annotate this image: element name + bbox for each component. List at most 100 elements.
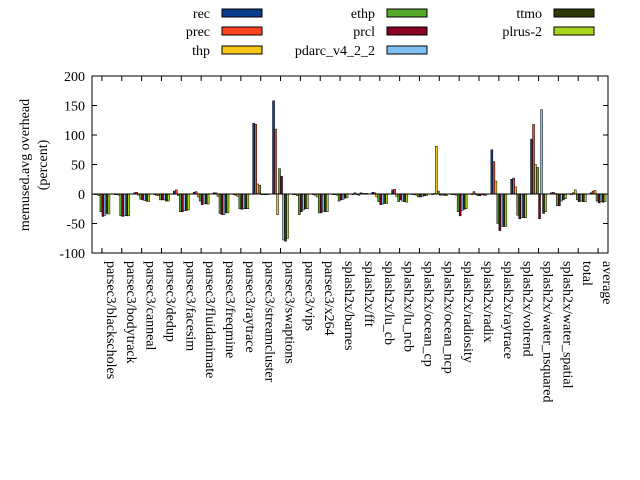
bar-prec-splash2x/volrend xyxy=(512,177,515,195)
x-tick-label: parsec3/vips xyxy=(301,261,316,331)
x-tick-label: parsec3/blackscholes xyxy=(103,261,118,379)
bar-prcl-parsec3/blackscholes xyxy=(101,193,105,217)
bar-rec-parsec3/swaptions xyxy=(272,100,275,195)
bar-pdarc_v4_2_2-parsec3/swaptions xyxy=(282,193,285,241)
x-tick-label: splash2x/lu_ncb xyxy=(401,261,416,352)
bar-thp-splash2x/raytrace xyxy=(494,180,498,195)
bar-ttmo-parsec3/x264 xyxy=(323,193,327,212)
bar-plrus-2-parsec3/canneal xyxy=(147,193,150,202)
x-tick-label: parsec3/freqmine xyxy=(222,261,237,358)
bar-prcl-parsec3/facesim xyxy=(181,193,184,212)
legend-swatch-plrus-2 xyxy=(553,26,595,36)
bar-pdarc_v4_2_2-total xyxy=(579,193,583,202)
legend-swatch-prcl xyxy=(386,26,428,36)
bar-pdarc_v4_2_2-parsec3/dedup xyxy=(163,193,166,201)
bar-pdarc_v4_2_2-parsec3/canneal xyxy=(143,193,146,201)
bar-thp-parsec3/swaptions xyxy=(276,193,279,215)
y-tick-label: -50 xyxy=(66,218,85,233)
bar-pdarc_v4_2_2-parsec3/freqmine xyxy=(222,193,226,215)
bar-pdarc_v4_2_2-splash2x/radiosity xyxy=(460,193,464,211)
bar-ethp-average xyxy=(595,193,599,202)
bar-pdarc_v4_2_2-splash2x/water_nsquared xyxy=(540,109,543,195)
y-axis-label-line1: memused.avg overhead xyxy=(18,99,33,231)
x-tick-label: splash2x/radiosity xyxy=(460,261,475,363)
bar-ttmo-splash2x/radiosity xyxy=(462,193,466,210)
x-tick-label: parsec3/x264 xyxy=(321,261,336,336)
bar-ttmo-parsec3/fluidanimate xyxy=(204,193,208,205)
bar-prcl-total xyxy=(577,193,581,202)
bar-plrus-2-parsec3/blackscholes xyxy=(107,193,111,215)
bar-thp-parsec3/streamcluster xyxy=(256,183,259,195)
bar-plrus-2-parsec3/facesim xyxy=(187,193,190,211)
legend-swatch-thp xyxy=(221,45,263,55)
x-tick-label: splash2x/water_nsquared xyxy=(540,261,555,403)
bar-thp-splash2x/volrend xyxy=(514,186,517,195)
bar-ethp-parsec3/streamcluster xyxy=(258,184,261,195)
bar-plrus-2-splash2x/barnes xyxy=(345,193,349,198)
bar-ethp-splash2x/lu_cb xyxy=(377,193,381,202)
bar-pdarc_v4_2_2-average xyxy=(599,193,603,202)
bar-ttmo-splash2x/raytrace xyxy=(502,193,506,227)
bar-pdarc_v4_2_2-splash2x/raytrace xyxy=(500,193,504,227)
legend-label-pdarc_v4_2_2: pdarc_v4_2_2 xyxy=(295,44,375,59)
x-tick-label: average xyxy=(599,261,614,305)
bar-prcl-parsec3/raytrace xyxy=(240,193,244,210)
bar-prcl-parsec3/fluidanimate xyxy=(200,193,204,205)
y-tick-label: 50 xyxy=(71,159,85,174)
bar-plrus-2-parsec3/raytrace xyxy=(246,193,250,209)
bar-plrus-2-parsec3/dedup xyxy=(167,193,170,202)
bar-plrus-2-average xyxy=(603,193,607,202)
x-tick-label: splash2x/barnes xyxy=(341,261,356,350)
y-tick-label: 100 xyxy=(64,129,85,144)
bar-prcl-splash2x/volrend xyxy=(518,193,521,220)
bar-rec-splash2x/water_nsquared xyxy=(530,138,533,195)
bar-prcl-splash2x/radiosity xyxy=(458,193,462,217)
x-tick-label: parsec3/dedup xyxy=(162,261,177,342)
bar-thp-splash2x/ocean_ncp xyxy=(435,145,438,195)
bar-ethp-parsec3/fluidanimate xyxy=(198,193,202,202)
bar-pdarc_v4_2_2-splash2x/lu_cb xyxy=(381,193,385,205)
bar-prcl-parsec3/x264 xyxy=(319,193,323,214)
bar-prcl-splash2x/water_spatial xyxy=(558,193,561,207)
bar-pdarc_v4_2_2-splash2x/barnes xyxy=(341,193,345,200)
bar-plrus-2-parsec3/freqmine xyxy=(226,193,230,214)
bar-plrus-2-splash2x/raytrace xyxy=(504,193,508,227)
legend-swatch-ttmo xyxy=(553,8,595,18)
bar-prcl-parsec3/freqmine xyxy=(220,193,224,215)
y-tick-label: 150 xyxy=(64,100,85,115)
legend-label-ethp: ethp xyxy=(351,7,375,22)
bar-rec-splash2x/volrend xyxy=(510,179,513,195)
bar-prcl-splash2x/lu_cb xyxy=(379,193,383,205)
bar-ethp-parsec3/vips xyxy=(298,193,301,215)
bar-plrus-2-splash2x/lu_cb xyxy=(385,193,389,204)
bar-thp-average xyxy=(593,190,597,195)
bars xyxy=(93,100,607,242)
bar-ethp-parsec3/facesim xyxy=(179,193,182,212)
legend-label-thp: thp xyxy=(192,44,210,59)
x-tick-label: parsec3/facesim xyxy=(182,261,197,351)
legend-label-plrus-2: plrus-2 xyxy=(502,25,542,40)
x-tick-label: splash2x/water_spatial xyxy=(559,261,574,389)
bar-rec-splash2x/lu_ncb xyxy=(391,189,394,195)
bar-prcl-parsec3/canneal xyxy=(141,193,144,201)
bar-ttmo-parsec3/dedup xyxy=(165,193,168,202)
bar-prcl-parsec3/bodytrack xyxy=(121,193,125,217)
bar-pdarc_v4_2_2-splash2x/water_spatial xyxy=(560,193,563,202)
bar-ttmo-parsec3/canneal xyxy=(145,193,148,202)
legend-swatch-prec xyxy=(221,26,263,36)
legend-label-prec: prec xyxy=(186,25,210,40)
bar-pdarc_v4_2_2-parsec3/vips xyxy=(302,193,305,211)
bar-ttmo-splash2x/volrend xyxy=(522,193,525,218)
bar-plrus-2-splash2x/water_nsquared xyxy=(544,193,547,212)
legend-label-prcl: prcl xyxy=(353,25,375,40)
bar-plrus-2-parsec3/x264 xyxy=(325,193,329,212)
x-tick-label: parsec3/raytrace xyxy=(242,261,257,353)
bar-rec-parsec3/streamcluster xyxy=(252,122,255,195)
bar-ethp-parsec3/bodytrack xyxy=(119,193,123,217)
bar-prcl-parsec3/dedup xyxy=(161,193,164,201)
bar-ethp-parsec3/raytrace xyxy=(238,193,242,209)
x-tick-label: parsec3/swaptions xyxy=(282,261,297,364)
bar-plrus-2-splash2x/lu_ncb xyxy=(405,193,408,203)
bar-ttmo-parsec3/raytrace xyxy=(244,193,248,209)
bar-prcl-average xyxy=(597,193,601,204)
